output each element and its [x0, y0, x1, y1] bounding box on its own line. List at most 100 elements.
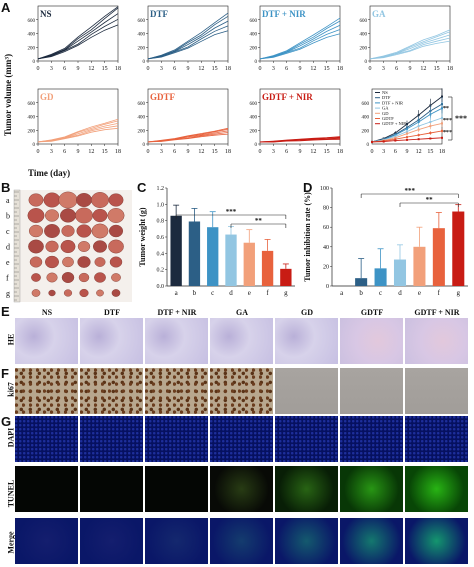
x-tick-label: 18: [439, 149, 445, 155]
x-tick-label: 9: [77, 149, 80, 155]
histology-tile-tunel: [340, 466, 403, 512]
y-tick-label: 600: [28, 19, 36, 24]
x-tick-label: 3: [50, 149, 53, 155]
histology-tile-he: [340, 318, 403, 364]
tumor-sample: [107, 208, 125, 223]
x-tick-label: 6: [394, 149, 397, 155]
individual-curve: [37, 6, 119, 60]
y-tick-label: 1.0: [157, 202, 165, 208]
tumor-sample: [46, 272, 58, 283]
x-tick-label: 12: [310, 149, 316, 155]
tumor-sample: [31, 289, 41, 297]
row-label-c: c: [6, 227, 10, 236]
tumor-sample: [61, 272, 75, 283]
individual-curve: [147, 127, 229, 143]
y-tick-label: 200: [362, 129, 370, 134]
histology-tile-merge: [210, 518, 273, 564]
y-tick-label: 0: [143, 60, 146, 65]
histology-tile-dapi: [405, 416, 468, 462]
x-tick-label: 15: [324, 66, 330, 72]
x-tick-label: 15: [434, 66, 440, 72]
column-header: DTF: [104, 308, 120, 317]
row-label-g: g: [6, 289, 10, 298]
x-tick-label: 0: [37, 66, 40, 72]
y-tick-label: 0.2: [157, 268, 165, 274]
tumor-sample: [28, 193, 44, 207]
y-tick-label: 400: [250, 116, 258, 121]
y-tick-label: 200: [28, 129, 36, 134]
tumor-sample: [91, 192, 109, 208]
histology-tile-merge: [405, 518, 468, 564]
individual-curve: [259, 33, 341, 60]
data-point: [394, 138, 397, 141]
row-label-a: a: [6, 196, 10, 205]
x-tick-label: 9: [299, 149, 302, 155]
x-axis-label: Time (day): [28, 168, 70, 178]
histology-tile-merge: [80, 518, 143, 564]
tumor-sample: [77, 241, 91, 252]
row-label-d: d: [6, 243, 10, 252]
bar-c: [374, 268, 387, 286]
panel-label-c: C: [137, 180, 147, 195]
x-tick-label: f: [438, 289, 441, 297]
x-tick-label: 15: [427, 149, 433, 155]
data-point: [394, 134, 397, 137]
y-tick-label: 0.4: [157, 251, 165, 257]
column-header: GD: [301, 308, 313, 317]
y-tick-label: 600: [250, 102, 258, 107]
x-tick-label: 0: [37, 149, 40, 155]
individual-curve: [147, 30, 229, 60]
tumor-sample: [92, 208, 108, 223]
y-tick-label: 400: [28, 116, 36, 121]
histology-tile-merge: [145, 518, 208, 564]
x-tick-label: 0: [147, 149, 150, 155]
x-tick-label: 15: [102, 149, 108, 155]
x-tick-label: 9: [187, 66, 190, 72]
subplot-title: GA: [372, 9, 386, 19]
x-tick-label: 18: [447, 66, 453, 72]
panel-c-tumor-weight-chart: Tumor weight (g) 0.0 0.2 0.4 0.6 0.8 1.0 1.2 a b c…: [138, 186, 295, 297]
x-tick-label: d: [398, 289, 402, 297]
data-point: [417, 125, 420, 128]
individual-curve: [147, 133, 229, 143]
bar-a: [170, 215, 182, 286]
y-tick-label: 40: [323, 245, 329, 251]
histology-tile-tunel: [210, 466, 273, 512]
row-label-f: f: [6, 274, 9, 283]
subplot-title: GDTF: [150, 92, 176, 102]
x-tick-label: a: [175, 289, 179, 297]
significance-label: ***: [404, 187, 415, 195]
panel-label-f: F: [1, 366, 9, 381]
bar-f: [261, 250, 274, 286]
data-point: [406, 136, 408, 139]
data-point: [406, 123, 408, 126]
histology-tile-merge: [340, 518, 403, 564]
x-tick-label: 3: [160, 66, 163, 72]
tumor-sample: [45, 240, 59, 253]
x-tick-label: c: [211, 289, 214, 297]
tumor-sample: [93, 240, 107, 253]
significance-label: ***: [226, 208, 237, 216]
bar-b: [355, 278, 368, 286]
tumor-sample: [75, 207, 93, 224]
data-point: [394, 136, 397, 139]
x-tick-label: 9: [409, 66, 412, 72]
x-tick-label: 3: [160, 149, 163, 155]
column-header: GDTF: [360, 308, 384, 317]
x-tick-label: 6: [173, 66, 176, 72]
x-tick-label: 9: [406, 149, 409, 155]
y-axis-label: Tumor weight (g): [138, 207, 147, 266]
tumor-sample: [28, 224, 44, 238]
x-tick-label: 9: [187, 149, 190, 155]
data-point: [429, 125, 432, 128]
tumor-sample: [79, 288, 89, 298]
x-tick-label: 0: [371, 149, 374, 155]
data-point: [371, 140, 373, 143]
data-point: [417, 114, 420, 117]
tumor-sample: [45, 255, 59, 269]
x-tick-label: 12: [416, 149, 422, 155]
histology-tile-ki67: [405, 368, 468, 414]
histology-tile-he: [210, 318, 273, 364]
